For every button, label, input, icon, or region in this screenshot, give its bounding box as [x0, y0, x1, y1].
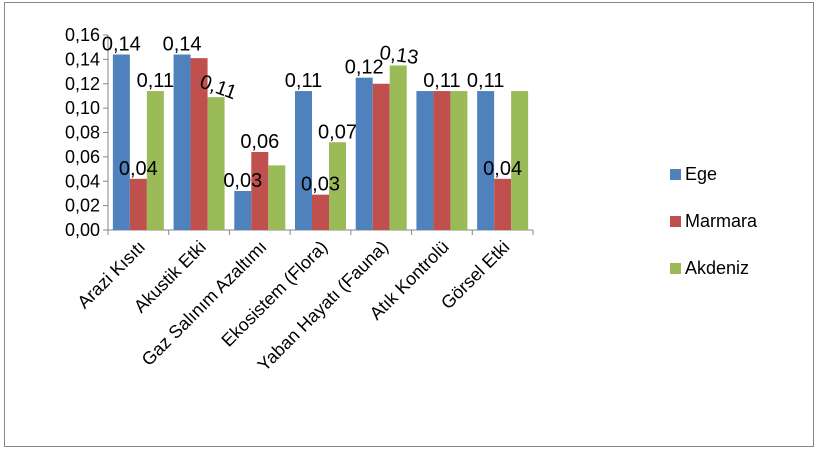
bar-marmara [190, 58, 208, 230]
bar-ege [477, 91, 495, 230]
legend-label-akdeniz: Akdeniz [685, 258, 749, 278]
chart-frame: 0,00 0,02 0,04 0,06 0,08 0,10 0,12 0,14 0,16 0,14… [4, 2, 814, 447]
data-label: 0,12 [345, 57, 384, 79]
bar-ege [173, 54, 191, 230]
legend-label-ege: Ege [685, 164, 717, 184]
data-label: 0,03 [223, 170, 262, 192]
data-label: 0,04 [483, 158, 522, 180]
data-label: 0,14 [102, 34, 141, 56]
y-tick-label: 0,02 [65, 196, 100, 216]
bar-ege [234, 191, 252, 230]
bar-akdeniz [146, 91, 164, 230]
bar-marmara [312, 194, 329, 230]
data-label: 0,07 [318, 121, 357, 143]
bar-ege [416, 91, 434, 230]
y-tick-label: 0,06 [65, 147, 100, 167]
bar-akdeniz [511, 91, 529, 230]
bar-chart: 0,000,020,040,060,080,100,120,140,16 0,14… [65, 25, 758, 375]
y-tick-label: 0,00 [65, 220, 100, 240]
bar-akdeniz [450, 91, 468, 230]
y-tick-label: 0,10 [65, 98, 100, 118]
data-label: 0,11 [137, 70, 174, 92]
data-label: 0,03 [301, 174, 340, 196]
legend-label-marmara: Marmara [685, 211, 758, 231]
data-label: 0,04 [119, 158, 158, 180]
bar-marmara [129, 178, 147, 230]
bar-ege [355, 77, 373, 230]
legend-swatch-marmara [670, 216, 681, 227]
data-label: 0,06 [240, 131, 279, 153]
data-label: 0,11 [467, 70, 504, 92]
data-label: 0,11 [285, 70, 322, 92]
data-label: 0,14 [163, 34, 202, 56]
bar-ege [295, 91, 312, 230]
data-label: 0,13 [378, 42, 420, 69]
y-tick-label: 0,08 [65, 123, 100, 143]
data-label: 0,11 [423, 70, 460, 92]
bar-ege [112, 54, 130, 230]
bar-marmara [372, 83, 390, 230]
bar-marmara [433, 91, 451, 230]
bar-marmara [494, 178, 512, 230]
legend-swatch-ege [670, 169, 681, 180]
y-tick-label: 0,14 [65, 49, 100, 69]
bar-marmara [251, 152, 269, 230]
bar-akdeniz [389, 65, 407, 230]
y-tick-label: 0,12 [65, 74, 100, 94]
y-tick-label: 0,16 [65, 25, 100, 45]
x-category-label: Ekosistem (Flora) [217, 237, 331, 351]
legend-swatch-akdeniz [670, 263, 681, 274]
bar-akdeniz [207, 97, 225, 230]
bar-akdeniz [268, 165, 286, 230]
y-tick-label: 0,04 [65, 171, 100, 191]
bar-akdeniz [329, 142, 346, 230]
